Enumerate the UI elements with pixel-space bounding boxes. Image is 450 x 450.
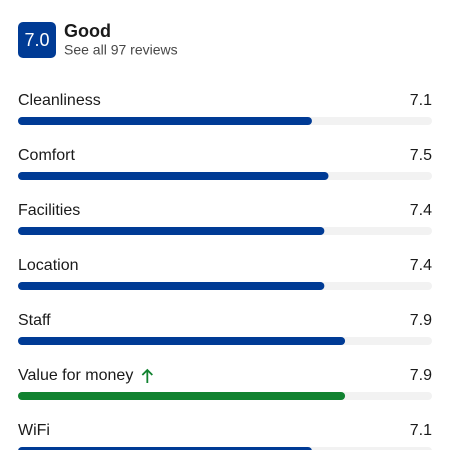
category-score: 7.9 [410,367,432,384]
score-bar [18,392,346,400]
category-score: 7.1 [410,422,432,439]
category-label: Location [18,257,79,274]
score-bar [18,172,329,180]
rating-value: 7.0 [24,30,49,50]
score-bar [18,337,346,345]
verdict: Good [64,21,111,41]
category-score: 7.1 [410,92,432,109]
category-score: 7.9 [410,312,432,329]
category-label: Facilities [18,202,80,219]
category-label: Staff [18,312,51,329]
trend-up-icon [141,368,153,383]
reviews-link[interactable]: See all 97 reviews [64,42,178,58]
category-score: 7.4 [410,202,432,219]
category-score: 7.4 [410,257,432,274]
rating-badge [18,22,56,58]
category-label: Value for money [18,367,133,384]
category-label: Comfort [18,147,75,164]
score-bar [18,447,312,450]
score-bar [18,227,325,235]
category-score: 7.5 [410,147,432,164]
category-label: Cleanliness [18,92,101,109]
category-label: WiFi [18,422,50,439]
score-bar [18,117,312,125]
score-bar [18,282,325,290]
